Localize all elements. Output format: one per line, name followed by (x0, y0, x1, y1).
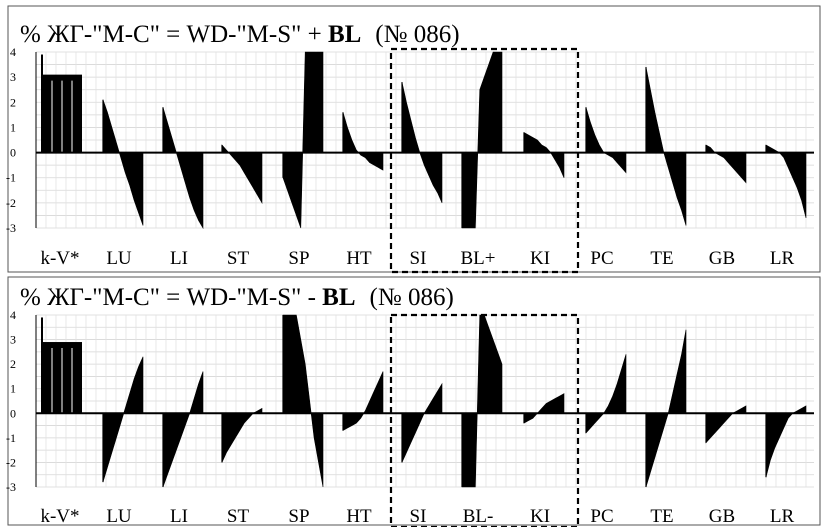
y-tick-label: 3 (10, 70, 16, 84)
chart-panel-bottom: % ЖГ-"М-С" = WD-"M-S" - BL (№ 086) 4 3 2 1 0 -… (6, 276, 821, 529)
x-category-label: LI (170, 248, 188, 269)
series-area-SP (282, 51, 324, 229)
x-category-label: BL- (463, 506, 494, 527)
x-category-label: GB (709, 506, 735, 527)
x-category-label: ST (227, 506, 250, 527)
series-area-HT (342, 371, 384, 431)
x-category-label: SI (410, 506, 427, 527)
series-area-KI (523, 131, 565, 178)
x-category-label: ST (227, 248, 250, 269)
x-category-label: PC (590, 248, 613, 269)
series-area-BL+ (461, 51, 503, 229)
chart-title-bold: BL (328, 21, 361, 48)
series-area-LI (162, 371, 204, 488)
x-category-label: GB (709, 248, 735, 269)
x-category-label: KI (530, 248, 550, 269)
chart-panel-top: % ЖГ-"М-С" = WD-"M-S" + BL (№ 086) 4 3 2 1 0 -… (6, 5, 821, 274)
x-category-label: SI (410, 248, 427, 269)
y-tick-label: -2 (6, 455, 16, 469)
series-area-KI (523, 393, 565, 424)
y-tick-label: 2 (10, 357, 16, 371)
y-tick-label: 3 (10, 333, 16, 347)
y-tick-label: -2 (6, 196, 16, 210)
y-tick-label: -3 (6, 221, 16, 235)
y-tick-label: 2 (10, 95, 16, 109)
chart-title-suffix: (№ 086) (370, 284, 454, 311)
y-tick-label: 1 (10, 120, 16, 134)
x-category-label: BL+ (461, 248, 496, 269)
x-category-label: KI (530, 506, 550, 527)
y-tick-label: -1 (6, 171, 16, 185)
chart-title-prefix: % ЖГ-"М-С" = WD-"M-S" - (20, 284, 322, 311)
series-area-LU (102, 356, 144, 483)
series-area-GB (705, 144, 747, 184)
chart-title: % ЖГ-"М-С" = WD-"M-S" - BL (№ 086) (20, 284, 454, 311)
x-category-label: SP (288, 248, 309, 269)
x-category-label: HT (346, 506, 372, 527)
chart-title-prefix: % ЖГ-"М-С" = WD-"M-S" + (20, 21, 328, 48)
chart-title: % ЖГ-"М-С" = WD-"M-S" + BL (№ 086) (20, 21, 460, 48)
x-category-label: k-V* (40, 506, 79, 527)
x-category-label: TE (650, 248, 673, 269)
x-category-label: LR (770, 506, 795, 527)
series-area-LU (102, 99, 144, 226)
series-area-SP (282, 314, 324, 488)
series-area-LI (162, 107, 204, 230)
chart-title-bold: BL (322, 284, 355, 311)
series-area-LR (765, 144, 807, 219)
chart-title-suffix: (№ 086) (375, 21, 459, 48)
y-tick-label: 0 (10, 146, 16, 160)
panel-frame (7, 276, 821, 526)
y-tick-label: 0 (10, 406, 16, 420)
x-category-label: PC (590, 506, 613, 527)
x-category-label: LU (106, 248, 132, 269)
y-tick-label: -3 (6, 480, 16, 494)
x-category-label: LR (770, 248, 795, 269)
series-area-PC (585, 107, 627, 174)
x-category-label: LU (106, 506, 132, 527)
y-tick-label: -1 (6, 431, 16, 445)
series-area-SI (401, 82, 443, 203)
x-category-label: TE (650, 506, 673, 527)
x-category-label: k-V* (40, 248, 79, 269)
y-tick-label: 4 (10, 45, 16, 59)
x-category-label: HT (346, 248, 372, 269)
highlight-box (389, 47, 580, 274)
y-tick-label: 4 (10, 308, 16, 322)
series-area-ST (221, 407, 263, 463)
x-category-label: LI (170, 506, 188, 527)
series-area-HT (342, 112, 384, 171)
y-tick-label: 1 (10, 382, 16, 396)
series-area-TE (645, 67, 687, 226)
x-category-label: SP (288, 506, 309, 527)
series-area-GB (705, 405, 747, 444)
series-area-ST (221, 144, 263, 204)
series-area-LR (765, 405, 807, 478)
